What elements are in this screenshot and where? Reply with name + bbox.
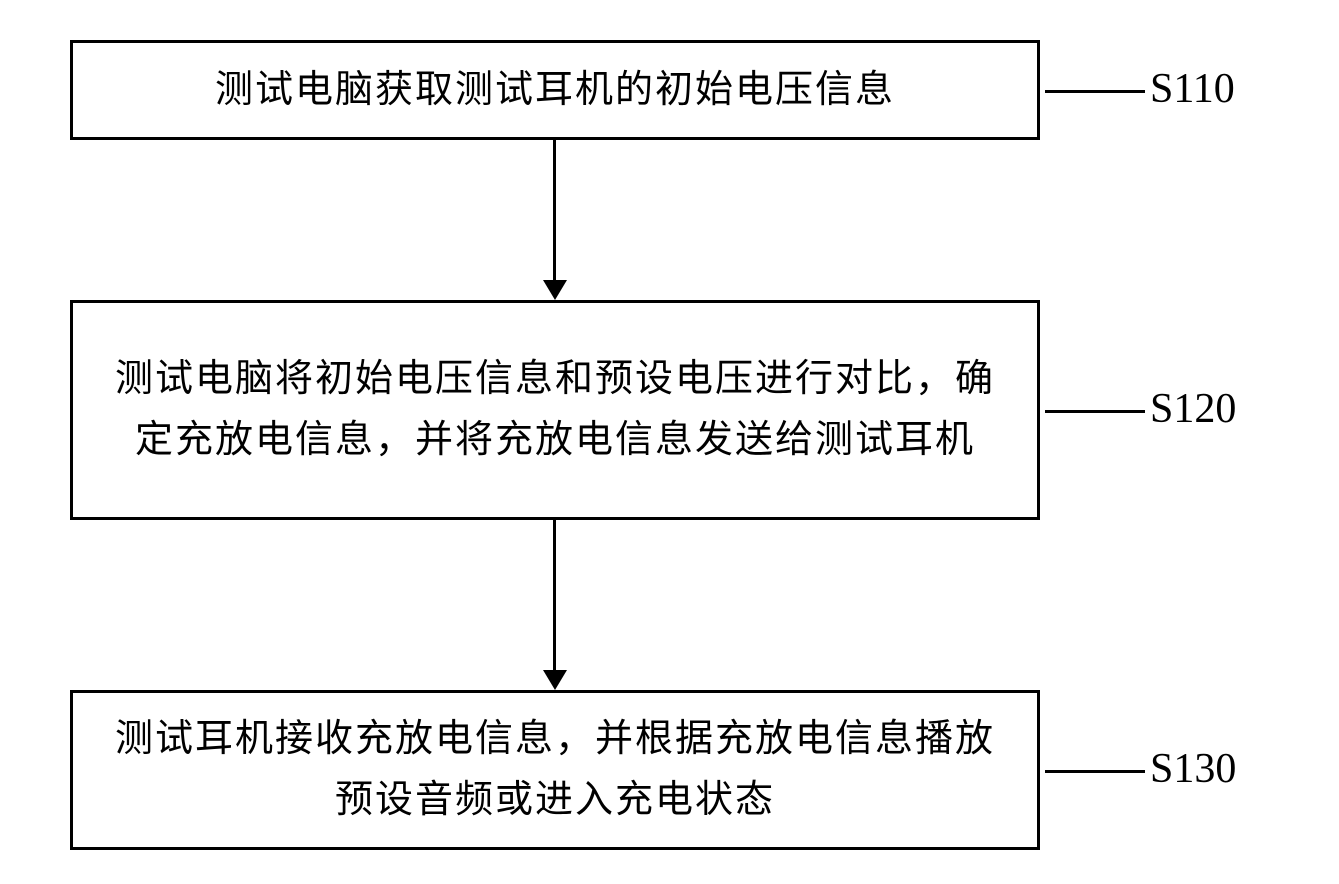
flow-edge <box>553 140 556 280</box>
arrow-down-icon <box>543 670 567 690</box>
label-connector-line <box>1045 770 1145 773</box>
flow-step-text: 测试耳机接收充放电信息，并根据充放电信息播放预设音频或进入充电状态 <box>98 709 1012 831</box>
flow-step-s120: 测试电脑将初始电压信息和预设电压进行对比，确定充放电信息，并将充放电信息发送给测… <box>70 300 1040 520</box>
label-connector-line <box>1045 410 1145 413</box>
label-connector-line <box>1045 90 1145 93</box>
step-label-s120: S120 <box>1150 385 1236 433</box>
flow-step-text: 测试电脑获取测试耳机的初始电压信息 <box>215 60 895 121</box>
flowchart-container: 测试电脑获取测试耳机的初始电压信息 S110 测试电脑将初始电压信息和预设电压进… <box>20 20 1319 864</box>
arrow-down-icon <box>543 280 567 300</box>
step-label-s110: S110 <box>1150 65 1235 113</box>
flow-step-s110: 测试电脑获取测试耳机的初始电压信息 <box>70 40 1040 140</box>
flow-edge <box>553 520 556 670</box>
flow-step-text: 测试电脑将初始电压信息和预设电压进行对比，确定充放电信息，并将充放电信息发送给测… <box>98 349 1012 471</box>
step-label-s130: S130 <box>1150 745 1236 793</box>
flow-step-s130: 测试耳机接收充放电信息，并根据充放电信息播放预设音频或进入充电状态 <box>70 690 1040 850</box>
